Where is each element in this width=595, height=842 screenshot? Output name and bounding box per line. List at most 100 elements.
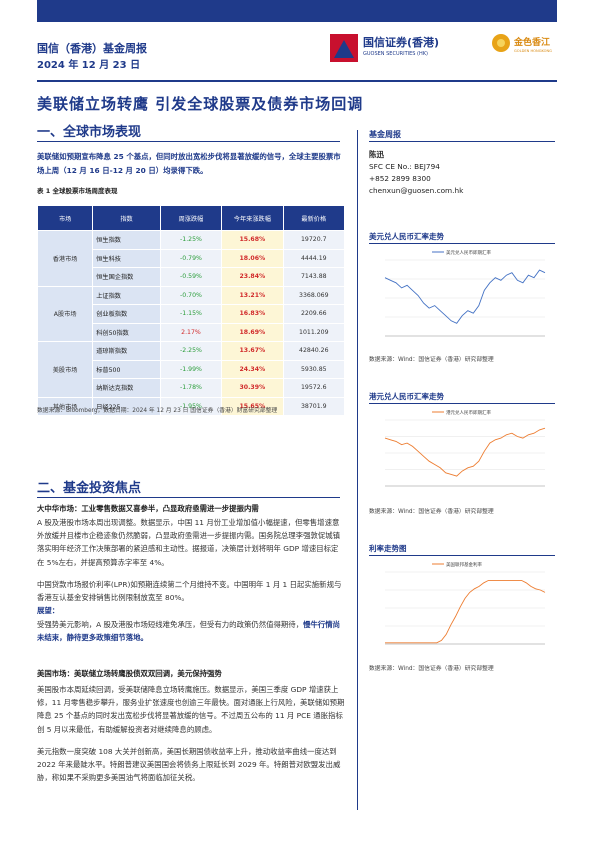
series-line bbox=[384, 269, 546, 324]
outlook-text: 受强势美元影响，A 股及港股市场短线难免承压，但受有力的政策仍然值得期待， bbox=[37, 620, 304, 629]
col-header: 今年来涨跌幅 bbox=[221, 205, 284, 231]
index-cell: 恒生指数 bbox=[92, 230, 161, 250]
usd-paragraph: 美元指数一度突破 108 大关并创新高，美国长期国债收益率上升，推动收益率曲线一… bbox=[37, 747, 341, 783]
price-cell: 19572.6 bbox=[282, 378, 346, 398]
analyst-email: chenxun@guosen.com.hk bbox=[369, 186, 464, 195]
price-cell: 42840.26 bbox=[282, 341, 346, 361]
market-cell: 香港市场 bbox=[36, 230, 94, 287]
col-header: 市场 bbox=[36, 205, 94, 231]
table-row: 美股市场 道琼斯指数 -2.25% 13.67% 42840.26 bbox=[36, 341, 346, 398]
lpr-paragraph: 中国贷款市场报价利率(LPR)如预期连续第二个月维持不变。中国明年 1 月 1 … bbox=[37, 580, 342, 603]
analyst-sfc: SFC CE No.: BEJ794 bbox=[369, 162, 440, 171]
ytd-change-cell: 13.21% bbox=[221, 285, 284, 305]
price-cell: 7143.88 bbox=[282, 267, 346, 287]
week-change-cell: -1.78% bbox=[159, 378, 223, 398]
week-change-cell: -0.59% bbox=[159, 267, 223, 287]
table-row: 其他市场 日经225 -1.95% 15.65% 38701.9 bbox=[36, 396, 346, 416]
ytd-change-cell: 15.65% bbox=[221, 396, 284, 416]
logo-en-text: GUOSEN SECURITIES (HK) bbox=[363, 51, 428, 57]
index-cell: 日经225 bbox=[92, 396, 161, 416]
ytd-change-cell: 18.06% bbox=[221, 248, 284, 268]
ytd-change-cell: 24.34% bbox=[221, 359, 284, 379]
outlook-paragraph: 受强势美元影响，A 股及港股市场短线难免承压，但受有力的政策仍然值得期待，慢牛行… bbox=[37, 618, 345, 644]
chart3-source: 数据来源：Wind：国信证券（香港）研究部整理 bbox=[369, 666, 494, 672]
index-cell: 恒生国企指数 bbox=[92, 267, 161, 287]
section1-summary: 美联储如预期宣布降息 25 个基点，但同时放出宽松步伐将显著放缓的信号，全球主要… bbox=[37, 152, 341, 175]
market-cell: 美股市场 bbox=[36, 341, 94, 398]
chart3-title: 利率走势图 bbox=[369, 544, 407, 553]
sidebar-heading-rule bbox=[369, 141, 555, 142]
analyst-name: 陈迅 bbox=[369, 150, 384, 159]
ytd-change-cell: 13.67% bbox=[221, 341, 284, 361]
table-caption: 表 1 全球股票市场周度表现 bbox=[37, 187, 118, 195]
header-rule bbox=[37, 80, 557, 82]
report-name: 国信（香港）基金周报 bbox=[37, 42, 147, 55]
week-change-cell: -1.99% bbox=[159, 359, 223, 379]
section1-heading: 一、全球市场表现 bbox=[37, 125, 142, 140]
chart2-rule bbox=[369, 403, 555, 404]
week-change-cell: -0.79% bbox=[159, 248, 223, 268]
price-cell: 5930.85 bbox=[282, 359, 346, 379]
gold-flower-icon bbox=[492, 34, 510, 52]
market-cell: A股市场 bbox=[36, 285, 94, 342]
chart1-title: 美元兑人民币汇率走势 bbox=[369, 232, 444, 241]
usd-cny-chart: 美元兑人民币即期汇率 bbox=[384, 249, 546, 337]
column-divider bbox=[357, 130, 358, 810]
market-cell: 其他市场 bbox=[36, 396, 94, 416]
price-cell: 1011.209 bbox=[282, 322, 346, 342]
report-date: 2024 年 12 月 23 日 bbox=[37, 60, 141, 71]
logo-cn-text: 国信证券(香港) bbox=[363, 36, 440, 49]
guosen-logo: 国信证券(香港) GUOSEN SECURITIES (HK) bbox=[330, 32, 475, 66]
legend-label: 美国联邦基金利率 bbox=[446, 561, 482, 568]
us-market-paragraph: 美国股市本周延续回调，受美联储降息立场转鹰施压。数据显示，美国三季度 GDP 增… bbox=[37, 685, 345, 734]
us-market-lead: 美国市场：美联储立场转鹰股债双双回调，美元保持强势 bbox=[37, 669, 222, 678]
page-title: 美联储立场转鹰 引发全球股票及债券市场回调 bbox=[37, 95, 364, 113]
chart2-source: 数据来源：Wind：国信证券（香港）研究部整理 bbox=[369, 509, 494, 515]
series-line bbox=[385, 579, 546, 644]
golden-hongkong-logo: 金色香江 GOLDEN HONGKONG bbox=[490, 32, 555, 66]
price-cell: 3368.069 bbox=[282, 285, 346, 305]
table-row: A股市场 上证指数 -0.70% 13.21% 3368.069 bbox=[36, 285, 346, 342]
logo2-en-text: GOLDEN HONGKONG bbox=[514, 49, 552, 53]
index-cell: 标普500 bbox=[92, 359, 161, 379]
week-change-cell: -1.15% bbox=[159, 304, 223, 324]
price-cell: 2209.66 bbox=[282, 304, 346, 324]
legend-label: 美元兑人民币即期汇率 bbox=[446, 249, 491, 256]
index-cell: 纳斯达克指数 bbox=[92, 378, 161, 398]
china-market-paragraph: A 股及港股市场本周出现调整。数据显示，中国 11 月份工业增加值小幅提速，但零… bbox=[37, 518, 341, 567]
col-header: 指数 bbox=[92, 205, 161, 231]
section2-underline bbox=[37, 497, 340, 498]
price-cell: 19720.7 bbox=[282, 230, 346, 250]
legend-label: 港元兑人民币即期汇率 bbox=[446, 409, 491, 416]
week-change-cell: -0.70% bbox=[159, 285, 223, 305]
index-cell: 科创50指数 bbox=[92, 322, 161, 342]
top-banner bbox=[37, 0, 557, 22]
week-change-cell: 2.17% bbox=[159, 322, 223, 342]
outlook-label: 展望： bbox=[37, 606, 60, 615]
index-cell: 道琼斯指数 bbox=[92, 341, 161, 361]
market-table: 市场 指数 周涨跌幅 今年来涨跌幅 最新价格 香港市场 恒生指数 -1.25% 15.… bbox=[36, 205, 346, 416]
guosen-mark-icon bbox=[330, 34, 358, 62]
ytd-change-cell: 18.69% bbox=[221, 322, 284, 342]
table-header-row: 市场 指数 周涨跌幅 今年来涨跌幅 最新价格 bbox=[36, 205, 346, 231]
rate-chart: 美国联邦基金利率 bbox=[385, 561, 546, 645]
table-row: 香港市场 恒生指数 -1.25% 15.68% 19720.7 bbox=[36, 230, 346, 287]
index-cell: 恒生科技 bbox=[92, 248, 161, 268]
chart2-title: 港元兑人民币汇率走势 bbox=[369, 392, 444, 401]
china-market-lead: 大中华市场：工业零售数据又喜参半，凸显政府亟需进一步提振内需 bbox=[37, 504, 259, 513]
table-row: 创业板指数 -1.15% 16.83% 2209.66 bbox=[38, 304, 346, 324]
col-header: 周涨跌幅 bbox=[159, 205, 223, 231]
hkd-cny-chart: 港元兑人民币即期汇率 bbox=[384, 409, 546, 487]
table-row: 恒生科技 -0.79% 18.06% 4444.19 bbox=[38, 248, 346, 268]
chart1-source: 数据来源：Wind：国信证券（香港）研究部整理 bbox=[369, 357, 494, 363]
table-row: 恒生国企指数 -0.59% 23.84% 7143.88 bbox=[38, 267, 346, 287]
price-cell: 4444.19 bbox=[282, 248, 346, 268]
chart1-rule bbox=[369, 243, 555, 244]
section1-underline bbox=[37, 141, 340, 142]
price-cell: 38701.9 bbox=[282, 396, 346, 416]
week-change-cell: -1.25% bbox=[159, 230, 223, 250]
ytd-change-cell: 30.39% bbox=[221, 378, 284, 398]
sidebar-heading: 基金周报 bbox=[369, 130, 401, 139]
series-line bbox=[384, 427, 546, 477]
outlook-highlight: 慢牛行情尚未结束，静待更多政策细节落地。 bbox=[37, 620, 341, 643]
